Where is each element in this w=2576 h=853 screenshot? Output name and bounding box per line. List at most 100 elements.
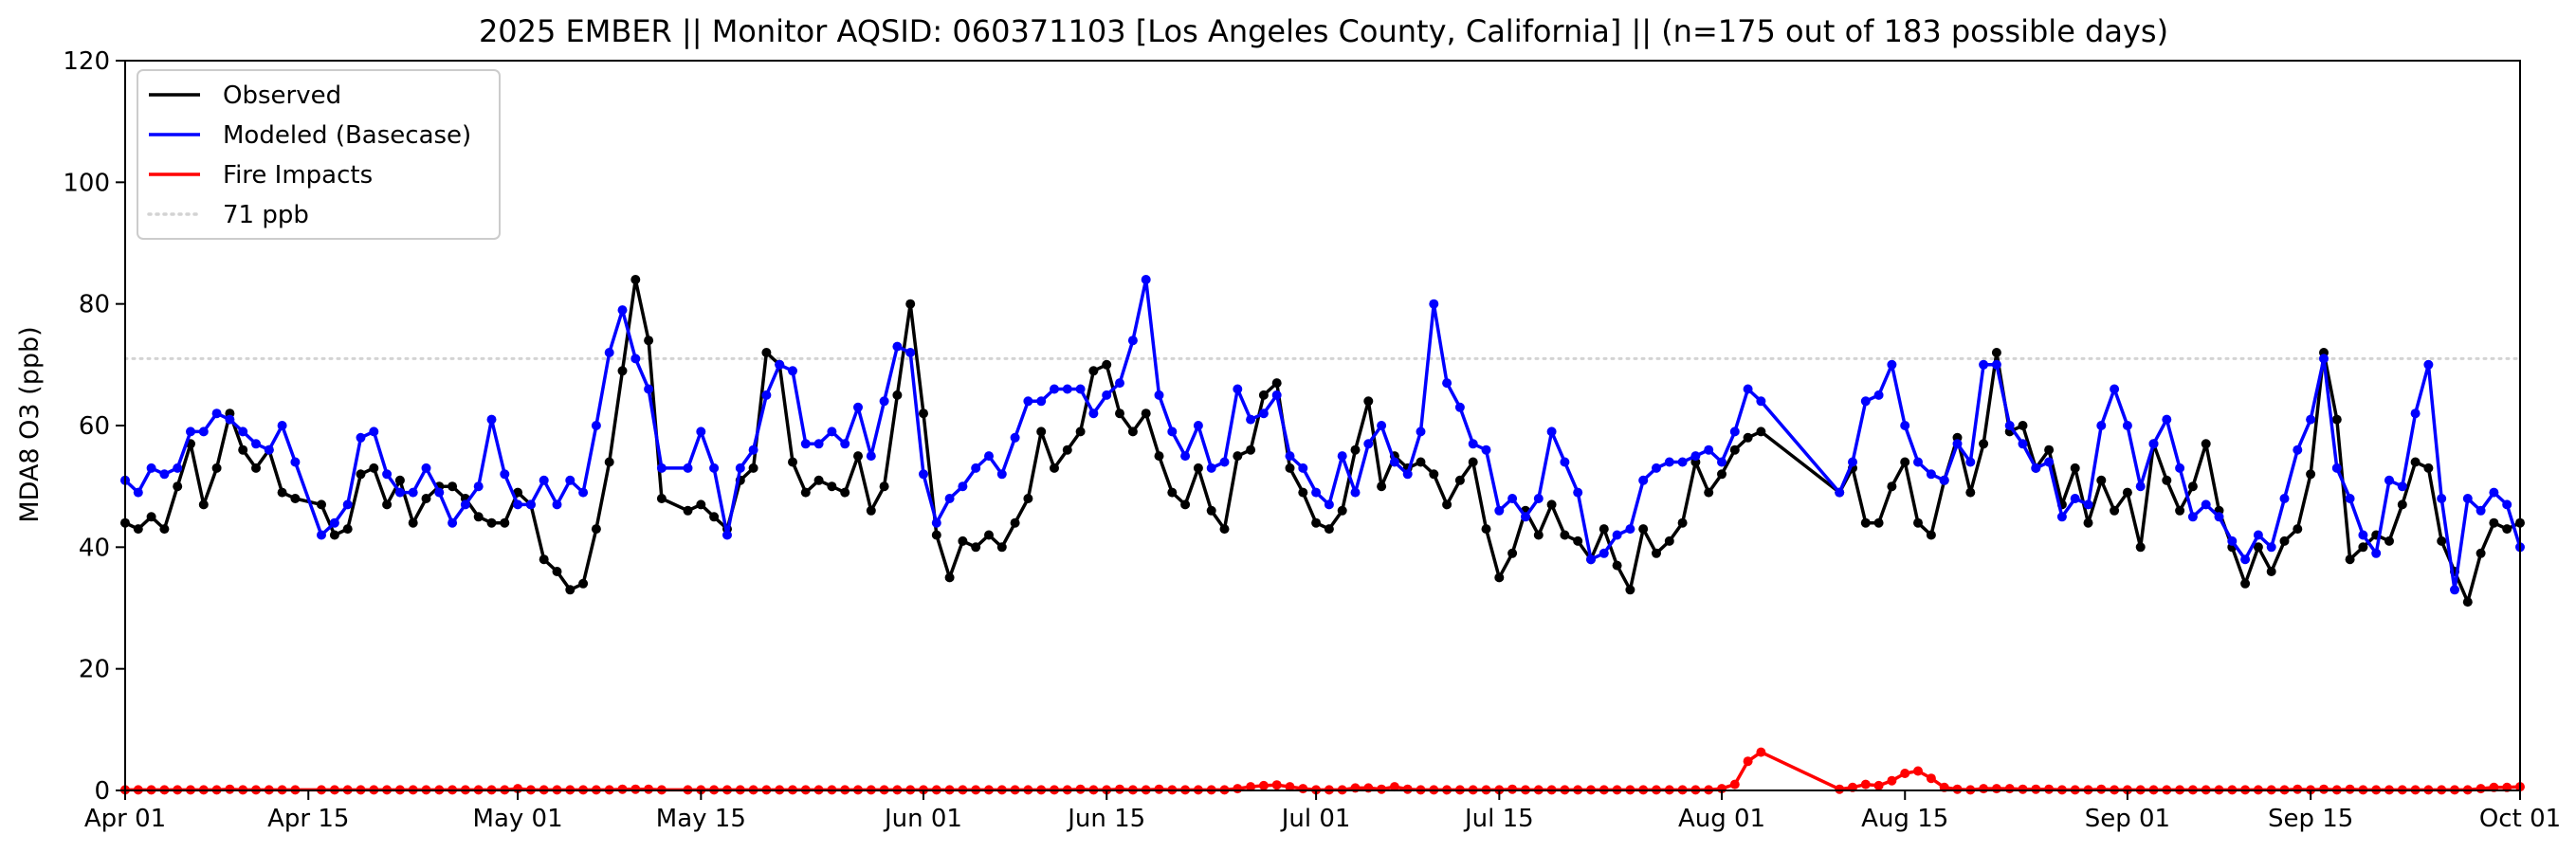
- data-point: [1729, 445, 1740, 455]
- data-point: [473, 512, 484, 522]
- data-point: [2201, 439, 2211, 449]
- data-point: [1652, 463, 1661, 473]
- data-point: [2306, 469, 2316, 480]
- data-point: [1612, 560, 1622, 571]
- data-point: [1442, 378, 1452, 389]
- data-point: [500, 469, 510, 480]
- data-point: [1115, 408, 1124, 419]
- data-point: [1377, 481, 1387, 492]
- data-point: [1717, 469, 1726, 480]
- data-point: [1848, 457, 1857, 467]
- data-point: [840, 439, 850, 449]
- data-point: [644, 336, 654, 346]
- data-point: [2462, 597, 2473, 608]
- data-point: [1913, 766, 1923, 776]
- data-point: [617, 784, 628, 794]
- data-point: [853, 402, 863, 412]
- data-point: [146, 512, 156, 522]
- data-point: [1088, 366, 1099, 376]
- data-point: [225, 784, 235, 794]
- data-point: [578, 487, 589, 498]
- data-point: [617, 305, 628, 316]
- data-point: [1481, 445, 1491, 455]
- x-tick-label: Oct 01: [2479, 805, 2561, 833]
- data-point: [1533, 494, 1544, 503]
- series-line: [125, 750, 2521, 792]
- data-point: [1219, 524, 1230, 535]
- data-point: [2162, 475, 2172, 485]
- x-tick-label: Jun 01: [883, 805, 962, 833]
- data-point: [211, 463, 222, 473]
- data-point: [1586, 554, 1596, 565]
- data-point: [1363, 439, 1374, 449]
- data-point: [1494, 505, 1505, 516]
- legend-label: 71 ppb: [223, 201, 309, 229]
- data-point: [394, 475, 405, 485]
- data-point: [931, 517, 941, 528]
- data-point: [2018, 784, 2028, 794]
- data-point: [225, 414, 235, 425]
- data-point: [1979, 439, 1989, 449]
- data-point: [827, 481, 837, 492]
- data-point: [421, 494, 431, 503]
- data-point: [486, 414, 497, 425]
- data-point: [2502, 524, 2512, 535]
- data-point: [1756, 747, 1766, 757]
- data-point: [2175, 463, 2185, 473]
- data-point: [1873, 517, 1884, 528]
- data-point: [2489, 487, 2499, 498]
- data-point: [879, 481, 889, 492]
- data-point: [1036, 396, 1047, 407]
- y-tick-label: 100: [63, 169, 110, 197]
- data-point: [1599, 548, 1609, 558]
- data-point: [591, 421, 601, 430]
- data-point: [944, 572, 955, 583]
- data-point: [1979, 784, 1989, 794]
- data-point: [1206, 505, 1216, 516]
- data-point: [919, 469, 928, 480]
- data-point: [2096, 475, 2107, 485]
- data-point: [2410, 457, 2421, 467]
- data-point: [1377, 784, 1387, 794]
- data-point: [1612, 530, 1622, 540]
- data-point: [1756, 426, 1766, 437]
- data-point: [1324, 524, 1334, 535]
- data-point: [277, 487, 287, 498]
- data-point: [1756, 396, 1766, 407]
- data-point: [513, 499, 523, 510]
- data-point: [1285, 782, 1295, 792]
- data-point: [2410, 408, 2421, 419]
- chart-title: 2025 EMBER || Monitor AQSID: 060371103 […: [479, 13, 2168, 49]
- data-point: [317, 530, 326, 540]
- data-point: [1860, 779, 1871, 789]
- data-point: [788, 366, 797, 376]
- data-point: [892, 390, 903, 400]
- data-point: [1246, 445, 1256, 455]
- data-point: [604, 348, 614, 357]
- data-point: [1991, 784, 2001, 794]
- data-point: [1625, 524, 1635, 535]
- data-point: [1180, 451, 1191, 462]
- y-axis-title: MDA8 O3 (ppb): [15, 326, 45, 522]
- data-point: [1075, 426, 1086, 437]
- data-point: [264, 445, 274, 455]
- x-tick-label: Jun 15: [1066, 805, 1145, 833]
- data-point: [1389, 782, 1399, 792]
- data-point: [159, 469, 170, 480]
- data-point: [2070, 494, 2080, 503]
- data-point: [2358, 530, 2368, 540]
- data-point: [1677, 517, 1688, 528]
- data-point: [591, 524, 601, 535]
- data-point: [696, 426, 706, 437]
- data-point: [1115, 784, 1124, 794]
- data-point: [2044, 457, 2055, 467]
- x-tick-label: Aug 01: [1678, 805, 1765, 833]
- data-point: [1521, 512, 1530, 522]
- data-point: [630, 354, 641, 364]
- data-point: [1141, 408, 1151, 419]
- series-line: [123, 278, 2522, 592]
- data-point: [238, 426, 248, 437]
- data-point: [1873, 780, 1884, 790]
- data-point: [565, 585, 575, 595]
- data-point: [2227, 535, 2238, 546]
